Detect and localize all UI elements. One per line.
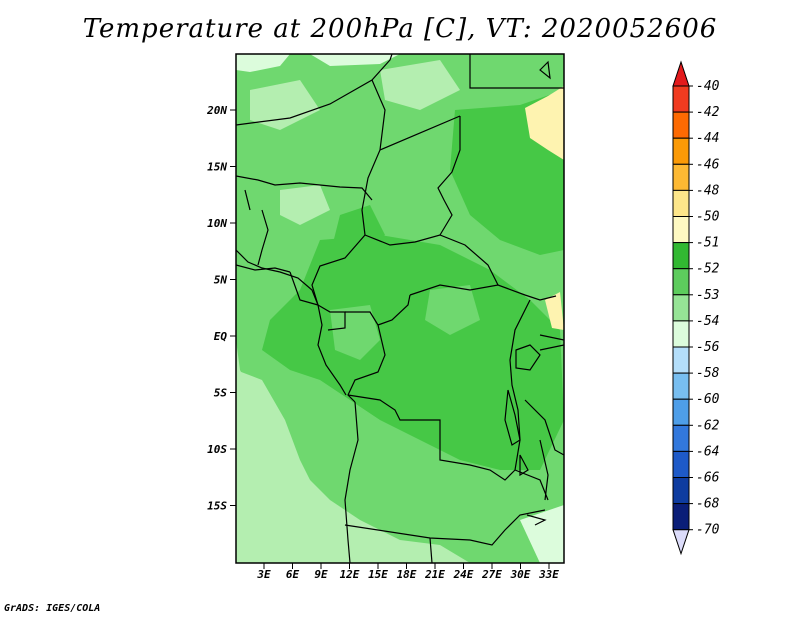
map-title: Temperature at 200hPa [C], VT: 202005260… <box>82 14 718 44</box>
map-frame <box>235 53 565 564</box>
colorbar-label: -62 <box>696 418 720 433</box>
colorbar-swatch <box>672 450 690 478</box>
colorbar-label: -54 <box>696 314 719 329</box>
latitude-axis: 20N 15N 10N 5N EQ 5S 10S 15S <box>206 104 236 513</box>
lon-label: 33E <box>538 568 559 581</box>
lon-label: 3E <box>256 568 271 581</box>
lon-label: 24E <box>453 568 474 581</box>
colorbar-label: -53 <box>696 288 719 303</box>
lat-label: 20N <box>206 104 227 117</box>
lat-label: 15N <box>207 161 227 174</box>
colorbar-label: -44 <box>696 131 719 146</box>
colorbar-swatch <box>672 268 690 296</box>
country-borders <box>236 54 564 563</box>
colorbar-swatch <box>672 320 690 348</box>
colorbar-swatch <box>672 242 690 270</box>
lat-label: 5S <box>214 387 228 400</box>
lat-label: 5N <box>214 274 228 287</box>
colorbar-swatch <box>672 503 690 531</box>
lat-label: 10N <box>207 217 227 230</box>
colorbar-swatch <box>672 477 690 505</box>
colorbar-label: -60 <box>696 392 720 407</box>
contour-fill-minus52 <box>262 235 564 470</box>
colorbar-swatch <box>672 111 690 139</box>
colorbar-swatch <box>672 189 690 217</box>
colorbar-label: -42 <box>696 105 720 120</box>
colorbar-bottom-arrow <box>672 529 690 556</box>
colorbar-swatch <box>672 398 690 426</box>
colorbar-swatch <box>672 163 690 191</box>
contour-fill-minus50 <box>525 86 564 160</box>
longitude-axis: 3E 6E 9E 12E 15E 18E 21E 24E 27E 30E 33E <box>256 563 559 581</box>
colorbar-label: -52 <box>696 262 720 277</box>
colorbar-top-arrow <box>672 60 690 87</box>
colorbar-swatch <box>672 294 690 322</box>
lon-label: 15E <box>368 568 388 581</box>
lon-label: 30E <box>510 568 531 581</box>
colorbar-swatch <box>672 424 690 452</box>
colorbar-label: -56 <box>696 340 720 355</box>
colorbar-label: -46 <box>696 157 720 172</box>
lon-label: 18E <box>397 568 417 581</box>
coastlines-lakes <box>236 60 551 526</box>
colorbar-label: -66 <box>696 471 720 486</box>
colorbar-swatch <box>672 372 690 400</box>
grads-credit: GrADS: IGES/COLA <box>4 603 101 614</box>
lon-label: 21E <box>424 568 445 581</box>
lon-label: 12E <box>340 568 360 581</box>
lon-label: 9E <box>314 568 328 581</box>
colorbar-swatch <box>672 346 690 374</box>
lon-label: 6E <box>286 568 300 581</box>
colorbar-swatch <box>672 85 690 113</box>
colorbar-label: -48 <box>696 183 720 198</box>
colorbar-label: -50 <box>696 210 720 225</box>
colorbar-swatch <box>672 216 690 244</box>
color-bar: -40 -42 -44 -46 -48 -50 -51 -52 -53 -54 -56 -58 -60 -… <box>672 60 720 556</box>
colorbar-label: -64 <box>696 444 719 459</box>
colorbar-label: -58 <box>696 366 720 381</box>
colorbar-swatch <box>672 137 690 165</box>
lat-label: EQ <box>214 330 228 343</box>
lon-label: 27E <box>481 568 502 581</box>
colorbar-label: -51 <box>696 236 719 251</box>
colorbar-label: -70 <box>696 523 720 538</box>
lat-label: 15S <box>207 500 227 513</box>
temperature-field <box>236 54 564 563</box>
colorbar-label: -68 <box>696 497 720 512</box>
colorbar-label: -40 <box>696 79 720 94</box>
lat-label: 10S <box>207 443 227 456</box>
